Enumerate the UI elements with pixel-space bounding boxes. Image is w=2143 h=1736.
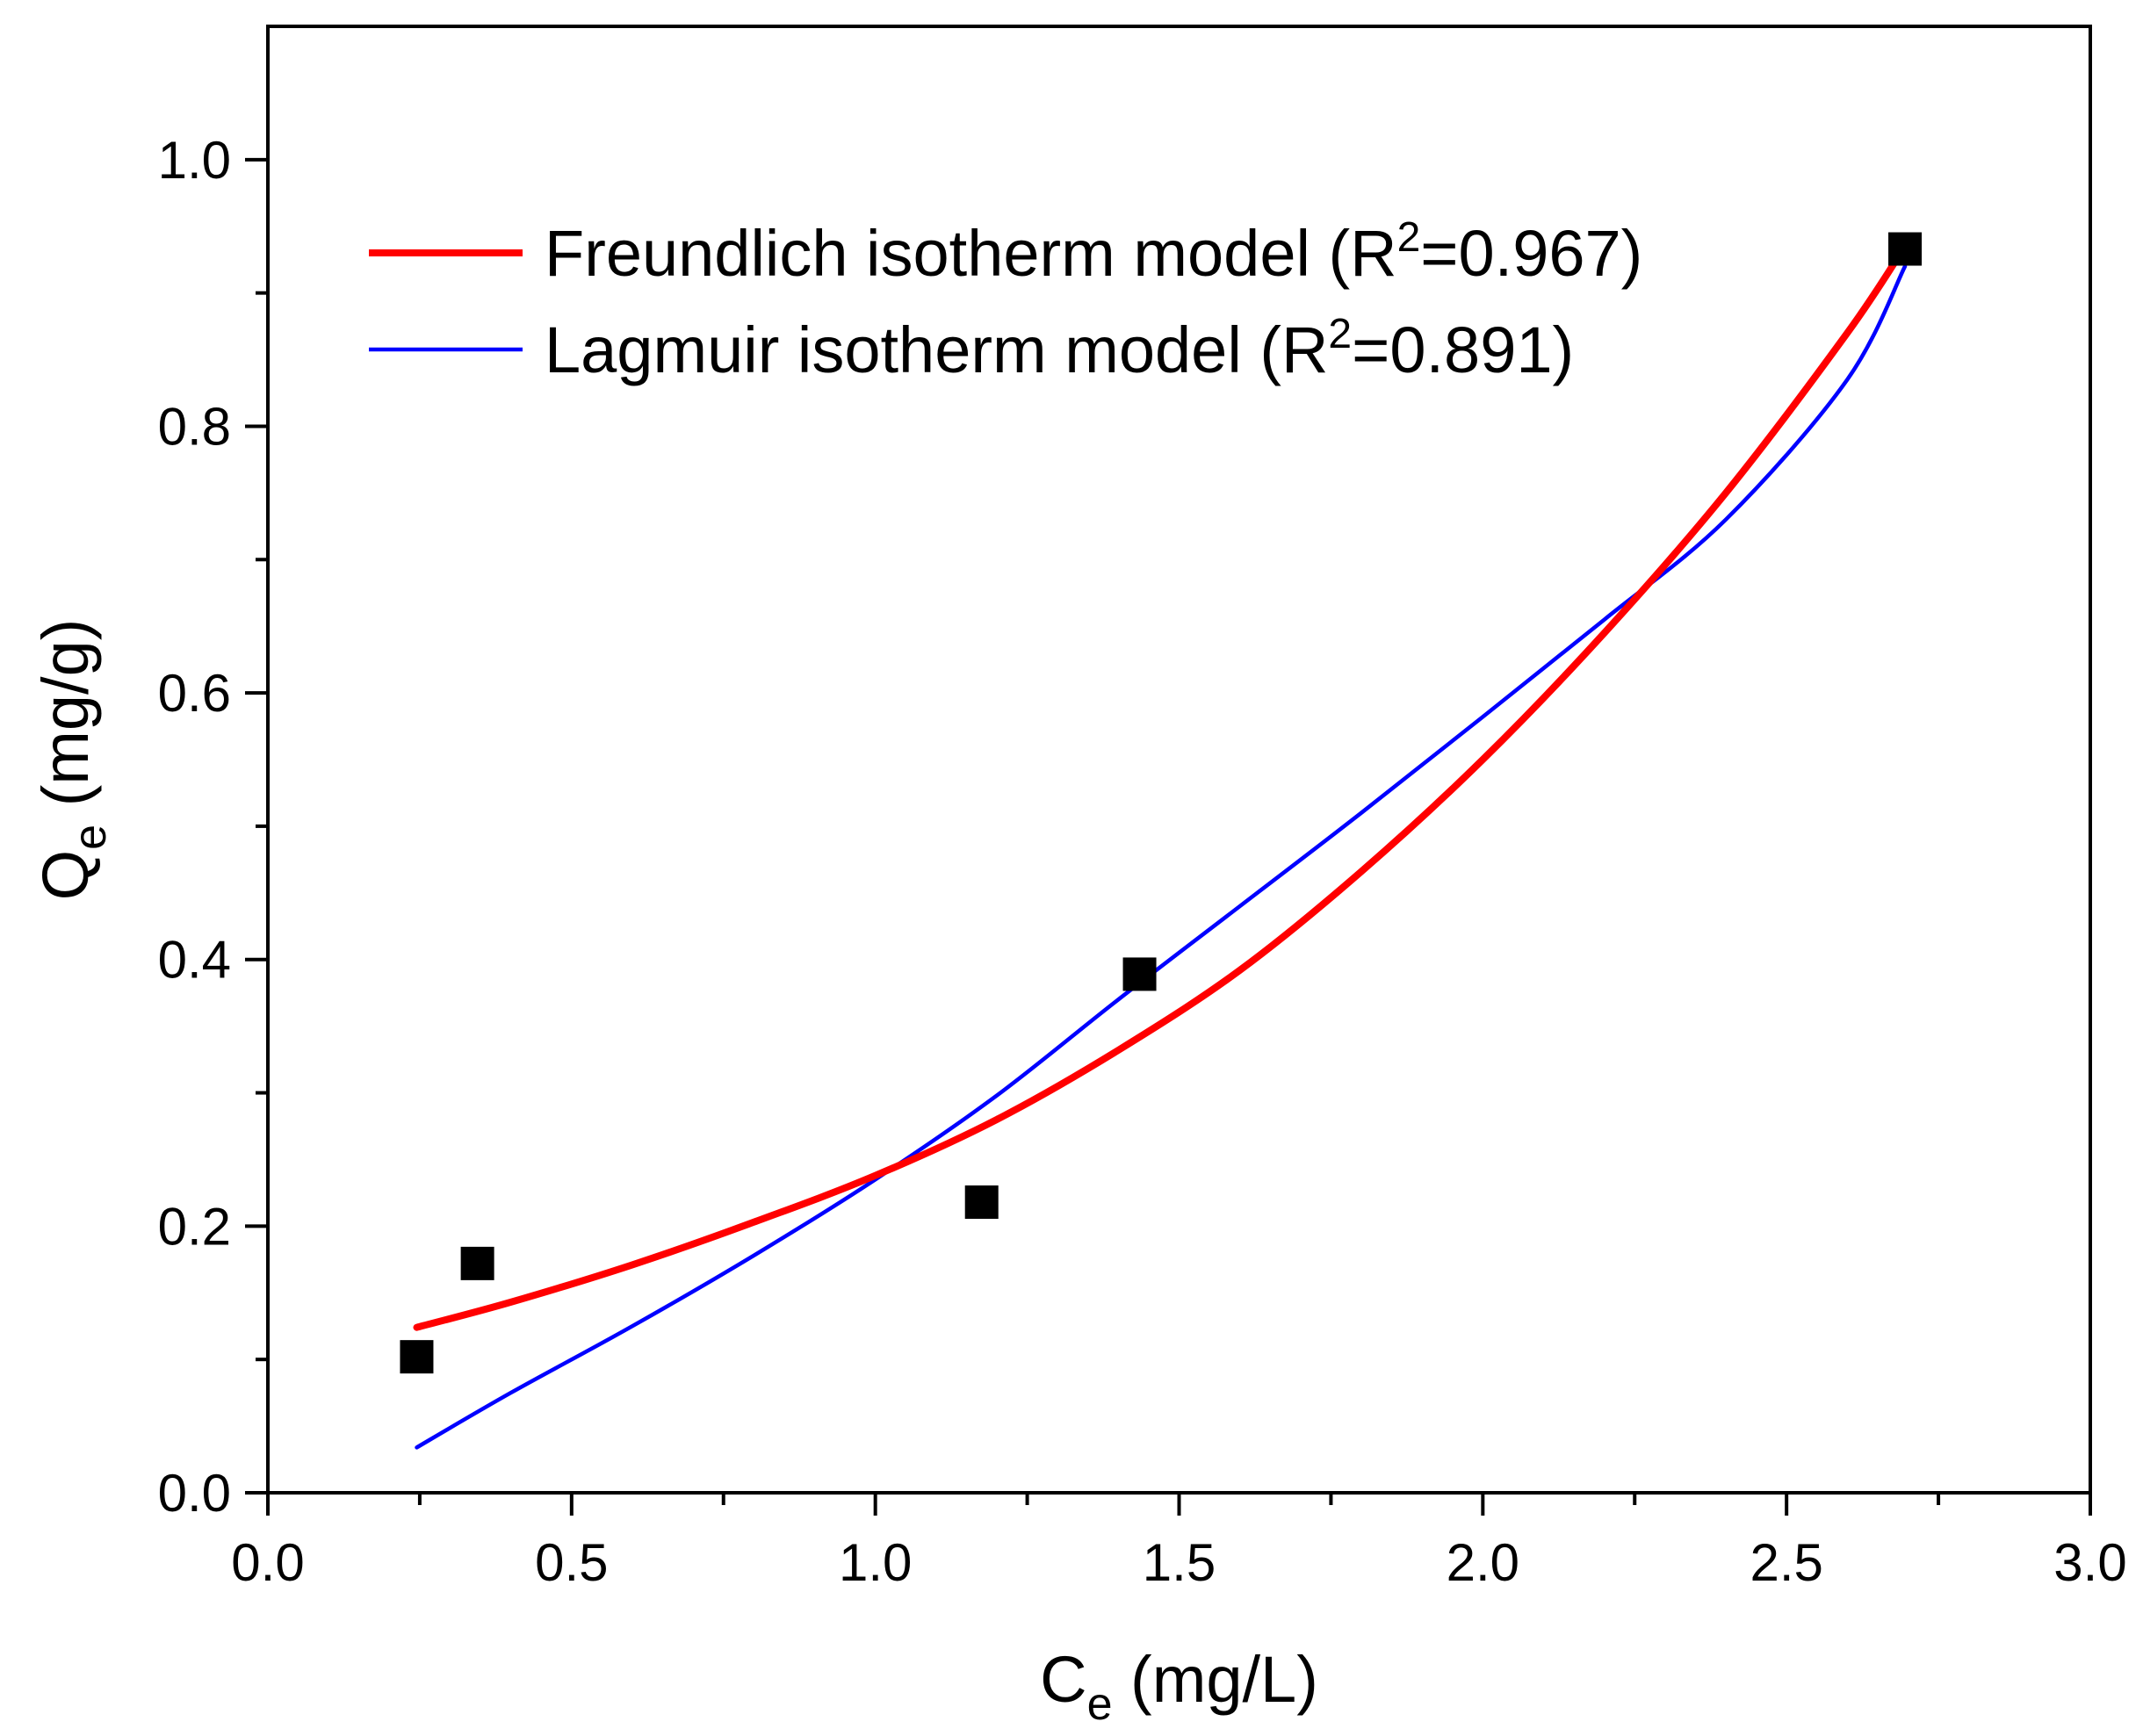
x-tick-label: 0.0 bbox=[231, 1533, 304, 1592]
data-point bbox=[1122, 957, 1157, 991]
legend-label-lagmuir: Lagmuir isotherm model (R2=0.891) bbox=[545, 311, 1574, 386]
axis-titles: Ce (mg/L) Qe (mg/g) bbox=[29, 619, 1318, 1730]
plot-area bbox=[400, 232, 1923, 1450]
x-tick-label: 3.0 bbox=[2053, 1533, 2126, 1592]
data-point bbox=[1888, 232, 1923, 266]
legend-label-freundlich: Freundlich isotherm model (R2=0.967) bbox=[545, 214, 1642, 290]
x-axis-title: Ce (mg/L) bbox=[1040, 1643, 1318, 1730]
x-tick-label: 1.5 bbox=[1143, 1533, 1216, 1592]
x-tick-label: 0.5 bbox=[535, 1533, 608, 1592]
data-point bbox=[400, 1340, 434, 1374]
y-tick-label: 0.6 bbox=[158, 664, 231, 723]
x-tick-label: 1.0 bbox=[839, 1533, 912, 1592]
data-point bbox=[460, 1246, 494, 1280]
data-point bbox=[964, 1185, 999, 1220]
y-tick-label: 1.0 bbox=[158, 131, 231, 190]
x-tick-label: 2.5 bbox=[1750, 1533, 1822, 1592]
y-axis-title: Qe (mg/g) bbox=[29, 619, 116, 901]
series-line-lagmuir bbox=[415, 264, 1908, 1450]
axes: 0.0 0.5 1.0 1.5 2.0 2.5 3.0 0.0 0.2 0.4 0.6 0.8 1.0 bbox=[158, 25, 2127, 1592]
y-tick-label: 0.4 bbox=[158, 931, 231, 990]
y-tick-label: 0.0 bbox=[158, 1464, 231, 1523]
series-line-freundlich bbox=[413, 242, 1908, 1331]
y-tick-label: 0.2 bbox=[158, 1197, 231, 1256]
y-tick-label: 0.8 bbox=[158, 397, 231, 456]
x-tick-label: 2.0 bbox=[1447, 1533, 1519, 1592]
legend: Freundlich isotherm model (R2=0.967) Lagm… bbox=[369, 214, 1642, 386]
